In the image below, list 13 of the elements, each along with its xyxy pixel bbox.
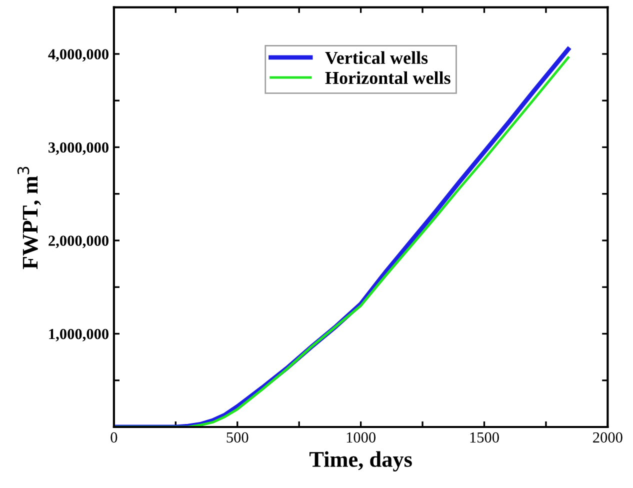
y-tick-label: 2,000,000 <box>48 236 108 248</box>
x-tick-label: 1000 <box>346 432 376 443</box>
y-tick-label: 4,000,000 <box>48 49 108 62</box>
x-tick-label: 1500 <box>470 432 499 443</box>
legend-label: Vertical wells <box>325 51 428 64</box>
y-axis-title: FWPT, m$^{3}$ <box>17 166 41 270</box>
legend-label: Horizontal wells <box>325 71 450 84</box>
x-tick-label: 500 <box>226 432 248 443</box>
x-tick-label: 0 <box>110 432 118 443</box>
y-tick-label: 1,000,000 <box>49 328 108 342</box>
y-tick-label: 3,000,000 <box>48 142 108 155</box>
x-tick-label: 2000 <box>593 432 622 443</box>
x-axis-title: Time, days <box>309 451 412 472</box>
